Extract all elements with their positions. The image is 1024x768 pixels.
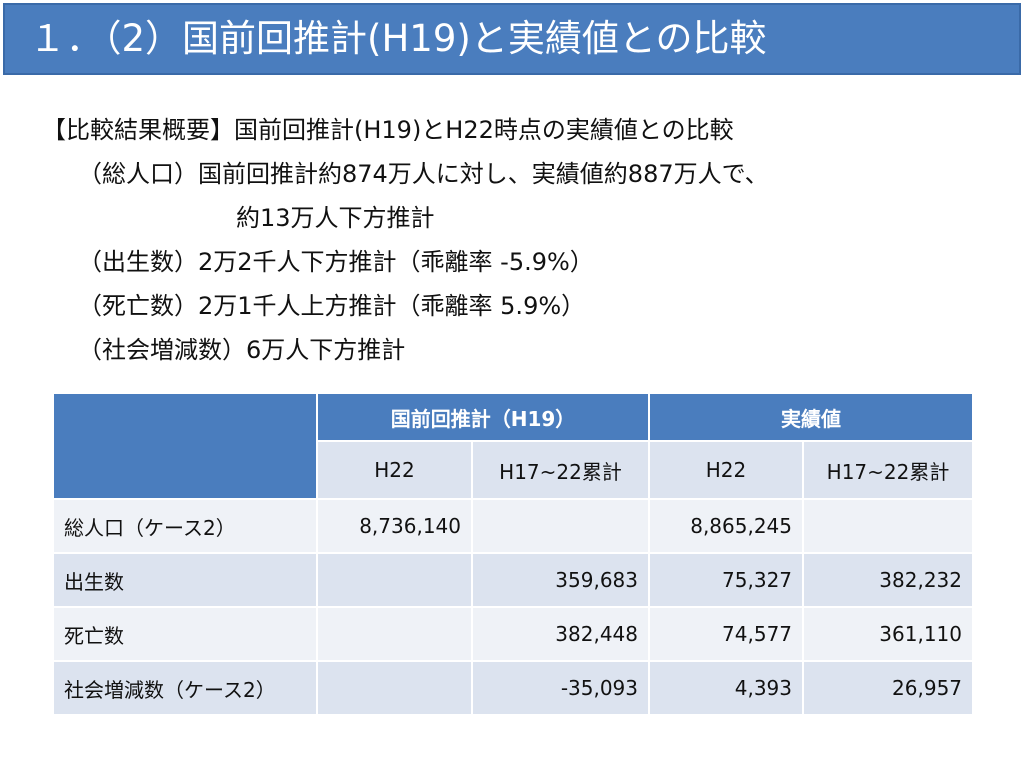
row-label-births: 出生数 bbox=[52, 552, 318, 608]
slide-title: １．（2）国前回推計(H19)と実績値との比較 bbox=[29, 17, 767, 60]
summary-population-line1: （総人口）国前回推計約874万人に対し、実績値約887万人で、 bbox=[78, 160, 769, 188]
row-label-deaths: 死亡数 bbox=[52, 606, 318, 662]
table-cell bbox=[470, 498, 651, 554]
table-row: 社会増減数（ケース2） -35,093 4,393 26,957 bbox=[52, 660, 975, 716]
summary-population-line2: 約13万人下方推計 bbox=[236, 204, 435, 232]
subheader-actual-cumulative: H17~22累計 bbox=[802, 440, 975, 500]
summary-section: 【比較結果概要】国前回推計(H19)とH22時点の実績値との比較 （総人口）国前… bbox=[42, 108, 1002, 372]
summary-births: （出生数）2万2千人下方推計（乖離率 -5.9%） bbox=[78, 248, 594, 276]
table-cell: 359,683 bbox=[470, 552, 651, 608]
title-bar: １．（2）国前回推計(H19)と実績値との比較 bbox=[3, 3, 1021, 75]
comparison-table: 国前回推計（H19） 実績値 H22 H17~22累計 H22 H17~22累計… bbox=[52, 392, 975, 716]
table-cell: 361,110 bbox=[802, 606, 975, 662]
table-cell: 75,327 bbox=[648, 552, 805, 608]
table-cell: 4,393 bbox=[648, 660, 805, 716]
table-cell bbox=[802, 498, 975, 554]
row-label-social-change: 社会増減数（ケース2） bbox=[52, 660, 318, 716]
table-cell: 382,232 bbox=[802, 552, 975, 608]
header-actual: 実績値 bbox=[648, 392, 975, 442]
summary-heading: 【比較結果概要】国前回推計(H19)とH22時点の実績値との比較 bbox=[42, 116, 734, 144]
table-row: 死亡数 382,448 74,577 361,110 bbox=[52, 606, 975, 662]
header-previous-projection: 国前回推計（H19） bbox=[315, 392, 651, 442]
table-cell: 8,736,140 bbox=[316, 498, 473, 554]
summary-deaths: （死亡数）2万1千人上方推計（乖離率 5.9%） bbox=[78, 292, 586, 320]
row-label-total-population: 総人口（ケース2） bbox=[52, 498, 318, 554]
table-cell: 382,448 bbox=[470, 606, 651, 662]
table-cell: -35,093 bbox=[470, 660, 651, 716]
subheader-proj-h22: H22 bbox=[316, 440, 473, 500]
subheader-actual-h22: H22 bbox=[648, 440, 805, 500]
table-cell bbox=[316, 660, 473, 716]
table-cell bbox=[316, 606, 473, 662]
table-row: 出生数 359,683 75,327 382,232 bbox=[52, 552, 975, 608]
subheader-proj-cumulative: H17~22累計 bbox=[470, 440, 651, 500]
table-cell bbox=[316, 552, 473, 608]
summary-social: （社会増減数）6万人下方推計 bbox=[78, 336, 406, 364]
table-corner-cell bbox=[52, 392, 318, 500]
table-cell: 74,577 bbox=[648, 606, 805, 662]
table-row: 総人口（ケース2） 8,736,140 8,865,245 bbox=[52, 498, 975, 554]
table-cell: 26,957 bbox=[802, 660, 975, 716]
table-cell: 8,865,245 bbox=[648, 498, 805, 554]
